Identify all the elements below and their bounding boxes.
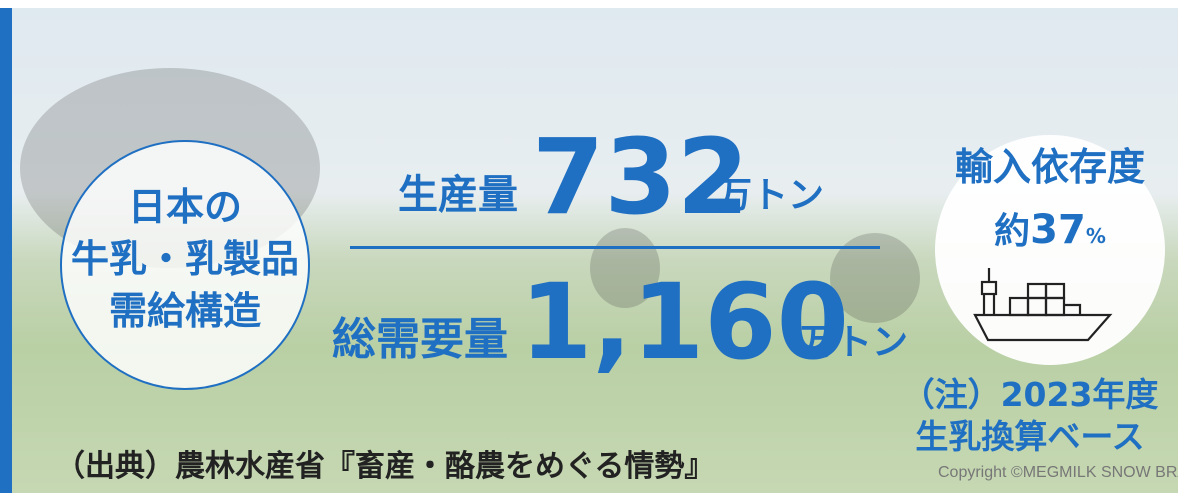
production-label: 生産量 bbox=[398, 172, 518, 218]
import-circle bbox=[935, 135, 1165, 365]
title-circle bbox=[60, 140, 310, 390]
import-label: 輸入依存度 bbox=[954, 145, 1145, 189]
cow-shape bbox=[590, 228, 660, 308]
demand-unit: 万トン bbox=[800, 322, 909, 363]
ship-icon bbox=[973, 268, 1113, 342]
import-value: 37 bbox=[1030, 207, 1086, 253]
accent-bar bbox=[0, 8, 12, 493]
copyright: Copyright ©MEGMILK SNOW BRAND bbox=[938, 464, 1178, 481]
production-value: 732 bbox=[532, 116, 750, 238]
import-value-line: 約37% bbox=[935, 210, 1165, 250]
demand-label: 総需要量 bbox=[332, 314, 508, 365]
title-line: 日本の bbox=[127, 185, 242, 229]
title-line: 需給構造 bbox=[108, 289, 261, 333]
note-line: 生乳換算ベース bbox=[915, 417, 1145, 456]
demand-value: 1,160 bbox=[520, 261, 849, 383]
title-line: 牛乳・乳製品 bbox=[70, 237, 299, 281]
source: （出典）農林水産省『畜産・酪農をめぐる情勢』 bbox=[55, 449, 715, 484]
note-line: （注）2023年度 bbox=[901, 375, 1159, 414]
divider bbox=[350, 246, 880, 249]
import-prefix: 約 bbox=[994, 211, 1031, 252]
import-unit: % bbox=[1085, 224, 1106, 248]
production-unit: 万トン bbox=[716, 175, 825, 216]
